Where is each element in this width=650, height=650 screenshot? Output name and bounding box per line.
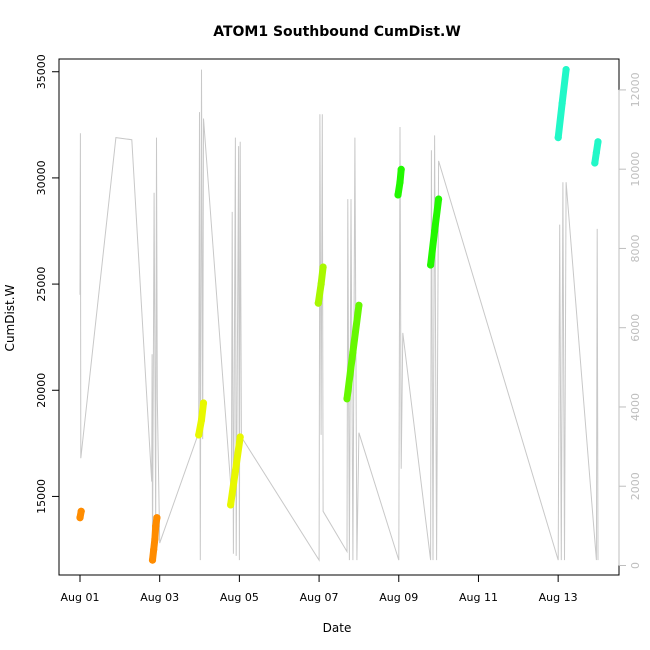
y-tick-label: 25000 — [35, 267, 48, 302]
y-tick-label: 30000 — [35, 160, 48, 195]
data-point — [199, 399, 208, 407]
data-point — [592, 148, 601, 156]
y2-axis: 0 2000 4000 6000 8000 10000 12000 — [618, 72, 642, 569]
data-point — [427, 261, 435, 269]
data-point — [558, 100, 566, 108]
data-point — [594, 138, 602, 146]
chart-title: ATOM1 Southbound CumDist.W — [213, 24, 461, 40]
data-point — [77, 507, 85, 515]
data-point — [396, 178, 404, 186]
data-point — [397, 165, 405, 173]
x-axis-label: Date — [323, 621, 352, 635]
data-point — [554, 134, 562, 142]
data-point — [431, 227, 439, 235]
data-point — [197, 416, 206, 424]
data-point — [317, 280, 325, 288]
data-point — [227, 501, 235, 509]
data-point — [76, 514, 84, 522]
y-tick-label: 35000 — [35, 54, 48, 89]
data-point — [343, 395, 351, 403]
trace-line-layer — [79, 69, 599, 562]
y2-tick-label: 12000 — [629, 72, 642, 107]
data-point — [151, 535, 159, 543]
data-point — [150, 545, 158, 554]
data-point — [231, 467, 239, 475]
data-point — [349, 348, 357, 356]
data-point — [319, 263, 327, 271]
x-tick-label: Aug 01 — [61, 591, 100, 604]
data-point — [153, 514, 161, 522]
data-point — [314, 299, 322, 307]
y2-tick-label: 10000 — [629, 152, 642, 187]
y-tick-label: 15000 — [35, 479, 48, 514]
y2-tick-label: 2000 — [629, 472, 642, 500]
y2-tick-label: 4000 — [629, 393, 642, 421]
data-point — [152, 522, 160, 530]
x-tick-label: Aug 09 — [379, 591, 418, 604]
x-tick-label: Aug 11 — [459, 591, 498, 604]
data-point — [148, 556, 157, 564]
y-axis-label: CumDist.W — [3, 284, 17, 351]
y2-tick-label: 0 — [629, 562, 642, 569]
data-point — [591, 159, 599, 167]
y2-tick-label: 8000 — [629, 234, 642, 262]
points-layer — [76, 66, 602, 564]
y2-tick-label: 6000 — [629, 314, 642, 342]
data-point — [562, 66, 570, 74]
plot-frame — [58, 58, 620, 576]
y-axis: 15000 20000 25000 30000 35000 — [35, 54, 60, 514]
x-tick-label: Aug 07 — [300, 591, 339, 604]
data-point — [236, 433, 244, 441]
data-point — [394, 191, 402, 199]
x-tick-label: Aug 03 — [140, 591, 179, 604]
y-tick-label: 20000 — [35, 373, 48, 408]
data-point — [435, 195, 443, 203]
data-point — [195, 431, 203, 439]
x-axis: Aug 01 Aug 03 Aug 05 Aug 07 Aug 09 Aug 11 Aug … — [61, 574, 578, 604]
x-tick-label: Aug 13 — [539, 591, 578, 604]
trace-line — [79, 69, 599, 562]
data-point — [355, 301, 363, 309]
x-tick-label: Aug 05 — [220, 591, 259, 604]
